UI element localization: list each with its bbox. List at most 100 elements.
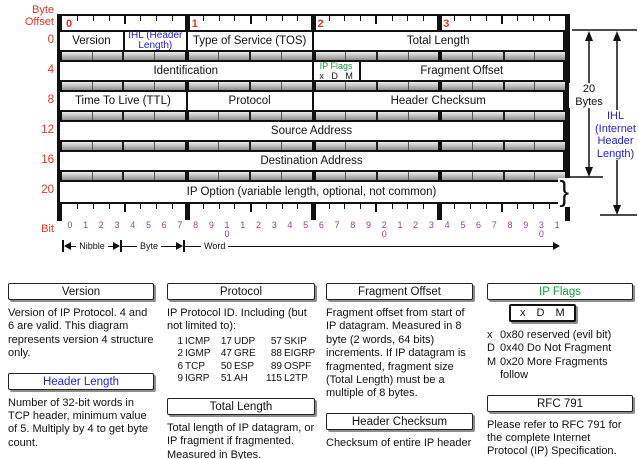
tick-mark [436, 16, 442, 32]
tick-mark [517, 204, 519, 209]
bit-number-cell: 1 [549, 219, 565, 237]
field-ip-flags: IP Flags x D M [311, 60, 361, 82]
card-body: Total length of IP datagram, or IP fragm… [167, 421, 315, 459]
tick-mark [202, 204, 204, 209]
strip-cell [124, 82, 156, 90]
strip-cell [315, 112, 347, 120]
header-row: Source Address [58, 120, 565, 142]
field-label: Version [72, 35, 111, 47]
tick-mark [485, 204, 487, 209]
protocol-name: IGRP [185, 373, 210, 385]
bit-number-cell: 1 [392, 219, 408, 237]
arrow-head-right-icon [113, 242, 121, 250]
tick-mark [391, 16, 393, 21]
strip-cell [62, 82, 93, 90]
bit-number: 2 [413, 220, 419, 230]
marker-line [185, 245, 201, 247]
bit-number: 7 [334, 220, 340, 230]
bit-number-cell: 0 [62, 219, 78, 237]
protocol-name: AH [234, 373, 248, 385]
protocol-name: IGMP [185, 348, 211, 360]
header-row: Time To Live (TTL) Protocol Header Checksu… [58, 90, 565, 112]
bit-number: 3 [114, 220, 120, 230]
marker-line [122, 245, 137, 247]
bit-number-cell: 9 [361, 219, 377, 237]
bit-number-cell: 6 [314, 219, 330, 237]
byte-offset-label: 20 [41, 184, 54, 196]
tick-mark [92, 204, 94, 209]
strip-cell [62, 172, 93, 180]
strip-cell [281, 82, 316, 90]
ip-flags-box: x D M [509, 304, 576, 322]
strip-cell [281, 112, 316, 120]
tick-mark [108, 16, 110, 21]
strip-cell [504, 52, 536, 60]
field-fragment-offset: Fragment Offset [358, 60, 565, 82]
bit-ruler-top: 0 1 2 3 [62, 14, 565, 32]
bit-number-cell: 3 [266, 219, 282, 237]
flag-letter: M [487, 355, 497, 368]
byte-number-label: 3 [443, 18, 450, 30]
strip-cell [219, 142, 252, 150]
marker-bar [183, 240, 185, 252]
bit-number-cell: 4 [439, 219, 455, 237]
bit-number: 20 [381, 220, 387, 239]
bit-number: 3 [428, 220, 434, 230]
tick-mark [423, 204, 425, 209]
tick-mark [140, 16, 142, 21]
tick-mark [436, 204, 442, 220]
protocol-name: EIGRP [284, 348, 316, 360]
protocol-name: OSPF [284, 360, 312, 372]
strip-cell [442, 172, 473, 180]
protocol-name: ICMP [185, 335, 210, 347]
bit-number: 8 [193, 220, 199, 230]
strip-cell [504, 82, 536, 90]
bit-number: 10 [224, 220, 230, 239]
field-label: IP Flags [319, 61, 353, 71]
field-time-to-live-ttl: Time To Live (TTL) [58, 90, 188, 112]
bit-number-cell: 7 [486, 219, 502, 237]
tick-mark [485, 16, 487, 21]
tick-mark [517, 16, 519, 21]
protocol-number: 6 [177, 360, 183, 372]
bit-number: 3 [271, 220, 277, 230]
strip-cell [535, 172, 565, 180]
card-title-ip-flags: IP Flags [487, 283, 633, 300]
tick-mark [123, 16, 126, 24]
bit-separator-strip [62, 82, 565, 90]
bit-number-cell: 30 [534, 219, 550, 239]
tick-mark [265, 204, 267, 209]
bit-number-cell: 2 [93, 219, 109, 237]
strip-cell [346, 142, 378, 150]
tick-mark [281, 204, 283, 209]
tick-mark [533, 204, 535, 209]
tick-mark [234, 16, 236, 21]
arrow-head-left-icon [64, 242, 71, 250]
arrow-head-up-icon [613, 31, 621, 41]
marker-label: Byte [140, 241, 159, 251]
protocol-number: 1 [177, 335, 183, 347]
bit-number-cell: 2 [251, 219, 267, 237]
field-ip-option-variable-length-optional-not-common: IP Option (variable length, optional, no… [58, 178, 570, 207]
bit-number: 5 [303, 220, 309, 230]
flag-bits-label: x D M [319, 71, 353, 81]
tick-mark [454, 16, 456, 21]
strip-cell [62, 142, 93, 150]
strip-cell [442, 142, 473, 150]
protocol-name: GRE [234, 348, 256, 360]
strip-cell [124, 112, 156, 120]
protocol-name: TCP [185, 360, 205, 372]
field-label: Type of Service (TOS) [192, 35, 307, 47]
strip-cell [377, 172, 409, 180]
tick-mark [249, 204, 252, 212]
bit-number-row: 0 1 2 3 4 5 6 7 8 9 10 1 2 3 4 5 6 7 8 9 20 1 2 3 4 5 6 7 8 9 30 1 [62, 219, 565, 239]
field-label: Destination Address [260, 155, 363, 167]
byte-offset-label: 0 [47, 34, 54, 46]
tick-mark [423, 16, 425, 21]
bit-number: 7 [491, 220, 497, 230]
card-body: Fragment offset from start of IP datagra… [326, 307, 466, 400]
card-title-fragment-offset: Fragment Offset [326, 283, 473, 300]
bit-number: 1 [240, 220, 246, 230]
flag-description: 0x80 reserved (evil bit) [500, 329, 612, 341]
header-row: Identification IP Flags x D M Fragment Offs… [58, 60, 565, 82]
